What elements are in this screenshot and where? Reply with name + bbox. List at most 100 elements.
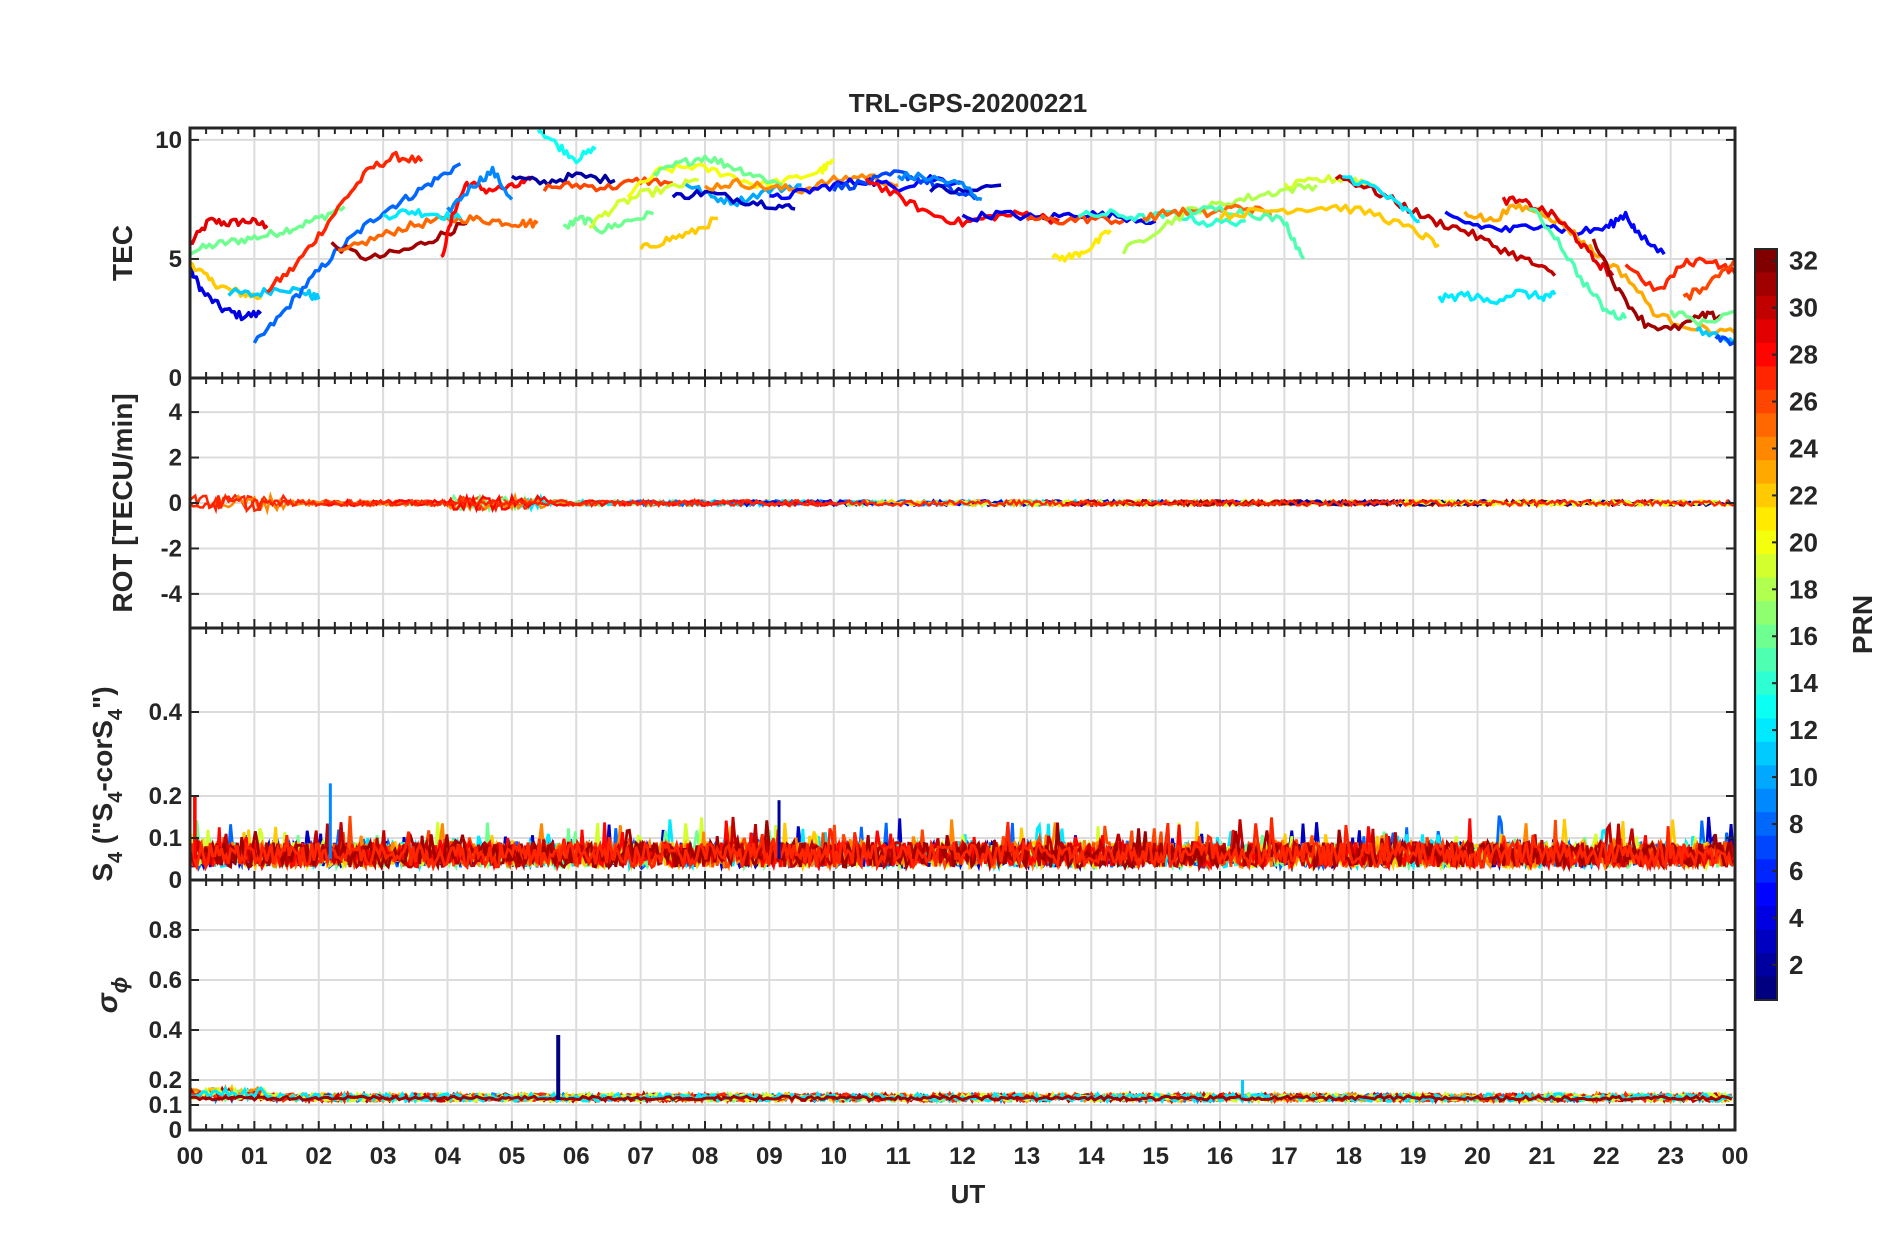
x-tick-label: 15 <box>1142 1143 1169 1170</box>
x-tick-label: 14 <box>1078 1143 1105 1170</box>
tec-series-prn-15 <box>1529 207 1628 321</box>
panel-3: 0 0.1 0.2 0.4 S4 ("S4-corS4") <box>87 626 1737 894</box>
x-tick-label: 06 <box>563 1143 590 1170</box>
colorbar-tick-label: 12 <box>1789 715 1818 745</box>
colorbar-segment <box>1755 624 1777 649</box>
colorbar-segment <box>1755 741 1777 766</box>
y-tick-label: -4 <box>161 581 183 608</box>
colorbar-segment <box>1755 295 1777 320</box>
y-tick-label: 0 <box>169 867 182 894</box>
x-tick-label: 10 <box>820 1143 847 1170</box>
colorbar-segment <box>1755 577 1777 602</box>
tec-series-prn-29 <box>190 216 269 246</box>
y-axis-label-s4: S4 ("S4-corS4") <box>87 686 127 881</box>
colorbar-tick-label: 20 <box>1789 527 1818 557</box>
colorbar-tick-label: 26 <box>1789 387 1818 417</box>
tec-series-prn-4 <box>961 209 1157 226</box>
tec-series-prn-3 <box>929 183 1002 195</box>
y-tick-label: 2 <box>169 445 182 472</box>
series-group <box>190 1035 1733 1105</box>
tec-series-prn-2 <box>510 171 616 187</box>
colorbar-segment <box>1755 554 1777 579</box>
tec-series-prn-12 <box>382 208 462 222</box>
colorbar-segment <box>1755 342 1777 367</box>
y-tick-label: 0.2 <box>149 1067 182 1094</box>
rot-series-prn-27 <box>190 493 1735 515</box>
colorbar-segment <box>1755 483 1777 508</box>
y-tick-label: 5 <box>169 246 182 273</box>
colorbar-segment <box>1755 272 1777 297</box>
x-tick-label: 12 <box>949 1143 976 1170</box>
y-tick-label: 0.4 <box>149 699 183 726</box>
colorbar-segment <box>1755 812 1777 837</box>
sigma-series-prn-31 <box>190 1094 1733 1102</box>
colorbar-label: PRN <box>1847 595 1878 654</box>
tec-series-prn-13 <box>536 129 597 165</box>
x-tick-label: 00 <box>1722 1143 1749 1170</box>
tec-series-prn-26 <box>1025 214 1125 226</box>
colorbar-segment <box>1755 788 1777 813</box>
colorbar-segment <box>1755 647 1777 672</box>
tec-series-prn-18 <box>1121 182 1318 255</box>
colorbar-tick-label: 10 <box>1789 762 1818 792</box>
x-tick-label: 22 <box>1593 1143 1620 1170</box>
tec-series-prn-24 <box>703 173 899 195</box>
panel-2: -4 -2 0 2 4 ROT [TECU/min] <box>107 376 1737 630</box>
y-tick-label: 0.1 <box>149 825 182 852</box>
x-tick-label: 02 <box>305 1143 332 1170</box>
x-tick-label: 01 <box>241 1143 268 1170</box>
tec-series-prn-31 <box>1591 238 1723 332</box>
tec-series-prn-16 <box>562 210 655 235</box>
y-axis-label: ROT [TECU/min] <box>107 393 138 612</box>
tec-series-prn-26 <box>1682 258 1735 301</box>
colorbar-tick-label: 6 <box>1789 856 1803 886</box>
tec-series-prn-28 <box>864 177 1060 228</box>
x-tick-label: 23 <box>1657 1143 1684 1170</box>
colorbar-tick-label: 22 <box>1789 480 1818 510</box>
tec-series-prn-12 <box>1342 174 1420 224</box>
x-tick-label: 00 <box>177 1143 204 1170</box>
tec-series-prn-15 <box>1186 204 1306 260</box>
tec-series-prn-4 <box>190 265 262 322</box>
colorbar-tick-label: 2 <box>1789 950 1803 980</box>
x-tick-label: 09 <box>756 1143 783 1170</box>
x-tick-label: 13 <box>1014 1143 1041 1170</box>
s4-series-prn-27 <box>190 817 1735 872</box>
colorbar-segment <box>1755 601 1777 625</box>
colorbar-segment <box>1755 953 1777 978</box>
y-tick-label: 0 <box>169 1117 182 1144</box>
x-tick-label: 08 <box>692 1143 719 1170</box>
colorbar-segment <box>1755 436 1777 461</box>
colorbar-segment <box>1755 835 1777 860</box>
x-tick-label: 17 <box>1271 1143 1298 1170</box>
colorbar-tick-label: 8 <box>1789 809 1803 839</box>
colorbar-segment <box>1755 319 1777 344</box>
tec-series-prn-12 <box>1437 288 1557 306</box>
y-tick-label: -2 <box>161 535 182 562</box>
tec-series-prn-21 <box>1051 229 1112 263</box>
tec-series-prn-16 <box>1669 309 1735 328</box>
series-group <box>190 129 1735 347</box>
x-tick-label: 18 <box>1335 1143 1362 1170</box>
colorbar-tick-label: 14 <box>1789 668 1818 698</box>
y-tick-label: 10 <box>155 127 182 154</box>
colorbar-segment <box>1755 859 1777 884</box>
y-tick-label: 0.6 <box>149 967 182 994</box>
tec-series-prn-8 <box>252 162 462 344</box>
tec-series-prn-16 <box>652 154 783 187</box>
y-tick-label: 0.4 <box>149 1017 183 1044</box>
series-group <box>190 491 1735 516</box>
x-tick-label: 03 <box>370 1143 397 1170</box>
tec-series-prn-27 <box>266 150 424 294</box>
tec-series-prn-3 <box>671 188 796 211</box>
colorbar-segment <box>1755 389 1777 414</box>
tec-series-prn-30 <box>1334 174 1557 277</box>
colorbar-tick-label: 4 <box>1789 903 1804 933</box>
colorbar-segment <box>1755 460 1777 485</box>
tec-series-prn-29 <box>1501 195 1615 277</box>
chart-title: TRL-GPS-20200221 <box>849 88 1087 118</box>
colorbar-tick-label: 32 <box>1789 246 1818 276</box>
